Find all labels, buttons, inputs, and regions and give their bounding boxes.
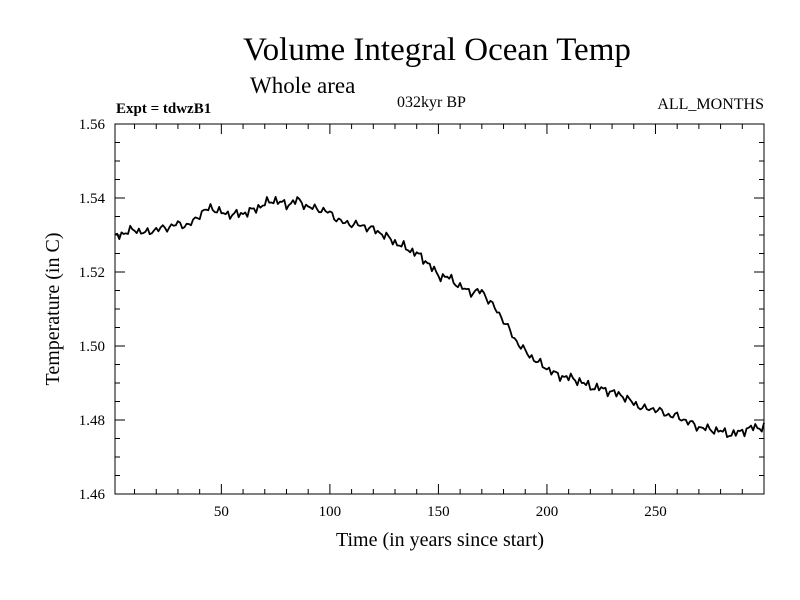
x-tick-label: 200: [536, 504, 559, 520]
months-label: ALL_MONTHS: [657, 96, 764, 113]
experiment-label: Expt = tdwzB1: [116, 101, 211, 117]
x-tick-label: 100: [319, 504, 342, 520]
x-tick-label: 150: [427, 504, 450, 520]
chart-subtitle: Whole area: [250, 73, 355, 98]
x-tick-label: 250: [644, 504, 667, 520]
x-axis-label: Time (in years since start): [336, 529, 544, 551]
x-tick-label: 50: [214, 504, 229, 520]
y-tick-label: 1.56: [79, 117, 106, 133]
temperature-series-line: [114, 195, 765, 439]
y-tick-label: 1.52: [79, 265, 105, 281]
y-tick-label: 1.48: [79, 413, 105, 429]
y-tick-label: 1.46: [79, 487, 106, 503]
plot-frame: [114, 123, 765, 495]
y-tick-label: 1.54: [79, 191, 106, 207]
y-axis-label: Temperature (in C): [42, 233, 64, 386]
y-tick-label: 1.50: [79, 339, 105, 355]
chart-title: Volume Integral Ocean Temp: [243, 32, 631, 68]
period-label: 032kyr BP: [397, 94, 466, 111]
plot-area: 50 100 150 200 250 1.46 1.48 1.50 1.52 1.54 1.56: [79, 117, 765, 520]
